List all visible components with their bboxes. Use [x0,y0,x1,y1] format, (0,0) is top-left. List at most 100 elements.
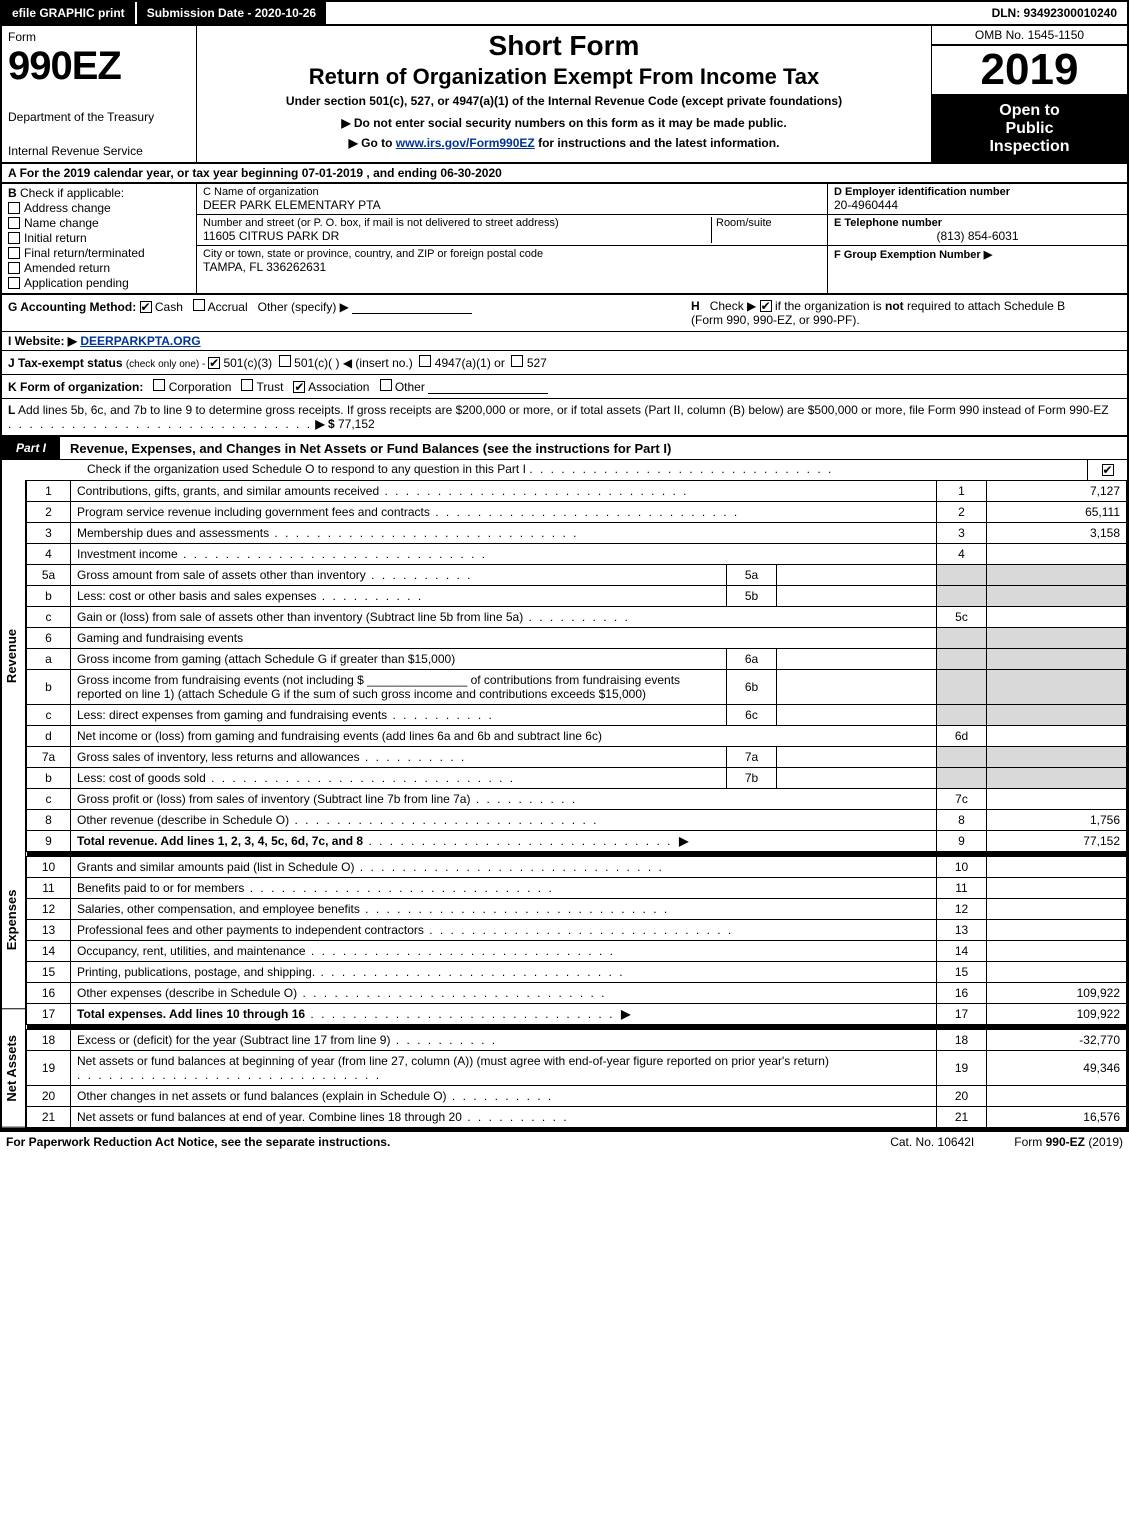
line-desc: Benefits paid to or for members [71,878,937,899]
arrow-icon: ▶ [679,834,688,848]
sub-val [777,649,937,670]
checkbox-icon[interactable] [193,299,205,311]
checkbox-icon[interactable]: ✔ [140,301,152,313]
shade-cell [937,705,987,726]
line-desc: Program service revenue including govern… [71,502,937,523]
website-link[interactable]: DEERPARKPTA.ORG [80,334,200,348]
under-section: Under section 501(c), 527, or 4947(a)(1)… [203,94,925,108]
shade-cell [937,565,987,586]
irs-label: Internal Revenue Service [8,144,190,158]
line-ref: 14 [937,941,987,962]
line-val: 7,127 [987,481,1127,502]
j-o1: 501(c)(3) [223,356,272,370]
chk-name-change[interactable]: Name change [8,216,190,230]
line-ref: 20 [937,1086,987,1107]
box-b: B Check if applicable: Address change Na… [2,184,197,293]
part1-sub-row: Check if the organization used Schedule … [2,460,1127,480]
submission-date-button[interactable]: Submission Date - 2020-10-26 [137,2,328,24]
chk-label: Name change [24,216,99,230]
chk-initial-return[interactable]: Initial return [8,231,190,245]
goto-post: for instructions and the latest informat… [538,136,779,150]
table-row: 14 Occupancy, rent, utilities, and maint… [27,941,1127,962]
goto-link[interactable]: www.irs.gov/Form990EZ [396,136,535,150]
chk-address-change[interactable]: Address change [8,201,190,215]
j-o4: 527 [527,356,547,370]
line-ref: 18 [937,1030,987,1051]
chk-label: Amended return [24,261,110,275]
g-other-blank[interactable] [352,300,472,314]
line-val: -32,770 [987,1030,1127,1051]
dots-icon [529,462,833,476]
j-sub: (check only one) - [126,359,208,370]
page-footer: For Paperwork Reduction Act Notice, see … [0,1130,1129,1152]
checkbox-icon[interactable]: ✔ [208,357,220,369]
sub-ref: 6c [727,705,777,726]
sub-ref: 5b [727,586,777,607]
line-val [987,544,1127,565]
line-desc: Gross profit or (loss) from sales of inv… [71,789,937,810]
j-o2: 501(c)( ) [294,356,339,370]
g-cash: Cash [155,300,183,314]
line-desc: Gross amount from sale of assets other t… [71,565,727,586]
k-o2: Trust [257,380,284,394]
k-other-blank[interactable] [428,380,548,394]
line-val: 77,152 [987,831,1127,852]
line-ref: 7c [937,789,987,810]
table-row: 5a Gross amount from sale of assets othe… [27,565,1127,586]
vertical-tabs: Revenue Expenses Net Assets [2,480,26,1128]
checkbox-icon[interactable]: ✔ [760,300,772,312]
checkbox-icon[interactable]: ✔ [293,381,305,393]
table-row: 2 Program service revenue including gove… [27,502,1127,523]
line-val [987,962,1127,983]
box-b-label: B [8,186,17,200]
line-desc: Gain or (loss) from sale of assets other… [71,607,937,628]
city-label: City or town, state or province, country… [203,248,821,260]
k-o1: Corporation [169,380,232,394]
period-row: A For the 2019 calendar year, or tax yea… [2,164,1127,184]
checkbox-icon[interactable] [380,379,392,391]
line-desc: Occupancy, rent, utilities, and maintena… [71,941,937,962]
table-row: 13 Professional fees and other payments … [27,920,1127,941]
line-val: 3,158 [987,523,1127,544]
city-state-zip: TAMPA, FL 336262631 [203,260,821,274]
checkbox-icon[interactable] [241,379,253,391]
line-desc: Less: cost of goods sold [71,768,727,789]
checkbox-icon[interactable] [419,355,431,367]
sub-val [777,705,937,726]
line-desc: Gaming and fundraising events [71,628,937,649]
topbar: efile GRAPHIC print Submission Date - 20… [2,2,1127,26]
line-num: 3 [27,523,71,544]
shade-cell [987,670,1127,705]
chk-label: Address change [24,201,111,215]
j-line: J Tax-exempt status (check only one) - ✔… [2,351,1127,375]
line-val [987,1086,1127,1107]
table-row: 4 Investment income 4 [27,544,1127,565]
line-desc: Other revenue (describe in Schedule O) [71,810,937,831]
line-desc: Other changes in net assets or fund bala… [71,1086,937,1107]
shade-cell [987,628,1127,649]
goto-pre: ▶ Go to [349,136,396,150]
chk-application-pending[interactable]: Application pending [8,276,190,290]
line-desc: Less: cost or other basis and sales expe… [71,586,727,607]
org-name: DEER PARK ELEMENTARY PTA [203,198,821,212]
checkbox-icon[interactable] [511,355,523,367]
checkbox-icon[interactable] [153,379,165,391]
line-ref: 15 [937,962,987,983]
chk-final-return[interactable]: Final return/terminated [8,246,190,260]
line-ref: 12 [937,899,987,920]
line-num: 21 [27,1107,71,1128]
h-check: H Check ▶ ✔ if the organization is not r… [691,299,1121,327]
line-num: 12 [27,899,71,920]
efile-print-button[interactable]: efile GRAPHIC print [2,2,137,24]
org-name-label: C Name of organization [203,186,821,198]
part1-header: Part I Revenue, Expenses, and Changes in… [2,437,1127,460]
line-num: 15 [27,962,71,983]
dots-icon [8,417,312,431]
table-row: b Less: cost of goods sold 7b [27,768,1127,789]
line-desc: Net income or (loss) from gaming and fun… [71,726,937,747]
form-word: Form [8,30,190,44]
shade-cell [937,628,987,649]
chk-amended-return[interactable]: Amended return [8,261,190,275]
checkbox-icon[interactable]: ✔ [1102,464,1114,476]
checkbox-icon[interactable] [279,355,291,367]
